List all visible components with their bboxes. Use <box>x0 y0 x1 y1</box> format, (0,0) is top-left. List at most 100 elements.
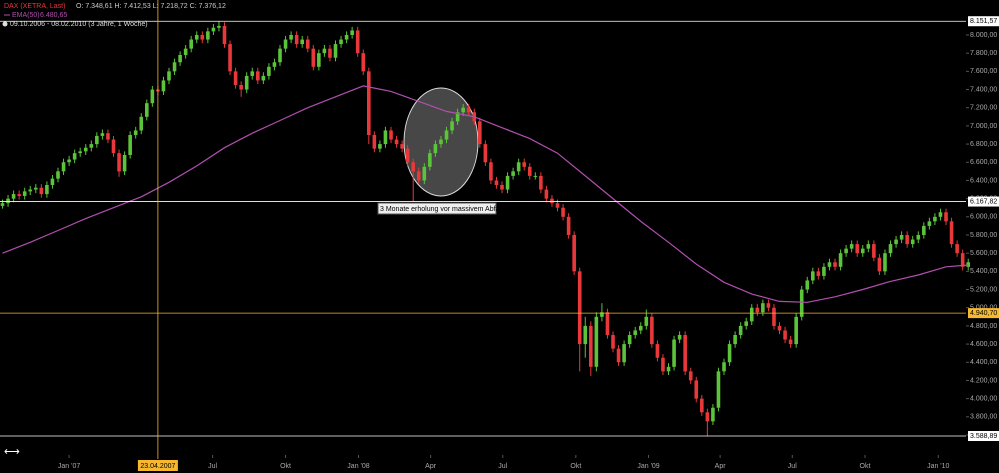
scroll-icon[interactable]: ⟷ <box>4 446 20 458</box>
candle-body <box>389 130 393 140</box>
candle-body <box>106 133 110 140</box>
date-range: 09.10.2006 - 08.02.2010 (3 Jahre, 1 Woch… <box>10 21 148 28</box>
candle-body <box>694 380 699 399</box>
range-icon <box>2 21 8 27</box>
y-tick-label: 8.000,00 <box>970 32 997 39</box>
candle-body <box>799 289 804 317</box>
candle-body <box>605 312 610 335</box>
candle-body <box>161 80 166 92</box>
y-tick-label: 6.800,00 <box>970 141 997 148</box>
candle-body <box>711 407 715 422</box>
candle-body <box>666 366 671 372</box>
candle-body <box>705 412 710 422</box>
candle-body <box>572 235 576 272</box>
candle-body <box>178 55 182 63</box>
candle-body <box>383 130 388 145</box>
candle-body <box>816 271 821 276</box>
candle-body <box>522 162 527 167</box>
candle-body <box>888 244 893 254</box>
x-tick-label: Jan '08 <box>347 463 369 470</box>
candle-body <box>577 271 582 345</box>
candle-body <box>372 135 377 149</box>
candle-body <box>527 166 532 176</box>
candle-body <box>256 71 260 81</box>
level-label: 6.167,82 <box>970 198 997 205</box>
candle-body <box>533 175 538 177</box>
candle-body <box>644 316 649 326</box>
level-label: 4.940,70 <box>970 310 997 317</box>
candle-body <box>111 139 116 154</box>
candle-body <box>899 235 904 240</box>
candle-body <box>516 162 521 172</box>
candle-body <box>761 303 765 313</box>
candle-body <box>622 344 626 363</box>
candle-body <box>860 248 865 254</box>
x-tick-label: Jan '09 <box>637 463 659 470</box>
candle-body <box>827 262 832 267</box>
candle-body <box>650 316 654 345</box>
candle-body <box>272 62 277 67</box>
candle-body <box>117 153 121 172</box>
y-tick-label: 5.800,00 <box>970 232 997 239</box>
candle-body <box>305 39 310 49</box>
candle-body <box>489 162 493 181</box>
candle-body <box>133 130 138 135</box>
candle-body <box>367 71 371 135</box>
x-tick-label: Apr <box>425 463 437 470</box>
candle-body <box>278 48 282 63</box>
candle-body <box>933 216 937 222</box>
y-tick-label: 5.600,00 <box>970 250 997 257</box>
candle-body <box>500 185 504 190</box>
candle-body <box>833 262 837 267</box>
candle-body <box>350 30 354 35</box>
candle-body <box>167 71 171 81</box>
candle-body <box>289 35 293 40</box>
candle-body <box>849 244 854 249</box>
candle-body <box>0 203 5 206</box>
candle-body <box>910 239 915 245</box>
x-tick-label: Jul <box>208 463 217 470</box>
y-tick-label: 4.000,00 <box>970 395 997 402</box>
candle-body <box>322 48 327 54</box>
x-tick-label: Jul <box>788 463 797 470</box>
candle-body <box>28 189 33 192</box>
level-label-box <box>968 431 999 442</box>
candle-body <box>194 35 199 40</box>
candle-body <box>128 135 132 155</box>
candle-body <box>72 153 77 160</box>
candle-body <box>95 135 99 145</box>
candle-body <box>466 107 471 113</box>
x-tick-label: Okt <box>280 463 291 470</box>
candle-body <box>966 262 971 267</box>
candle-body <box>394 139 399 145</box>
candle-body <box>616 348 621 363</box>
candle-body <box>655 344 660 358</box>
candle-body <box>400 144 404 149</box>
candle-body <box>544 189 549 199</box>
candle-body <box>744 321 749 326</box>
candle-body <box>783 330 787 340</box>
candle-body <box>539 175 543 190</box>
candle-body <box>805 280 810 290</box>
y-tick-label: 6.400,00 <box>970 177 997 184</box>
candle-body <box>916 235 921 240</box>
candle-body <box>716 371 721 408</box>
y-tick-label: 6.600,00 <box>970 159 997 166</box>
candle-body <box>211 27 216 32</box>
x-tick-label: Jan '07 <box>58 463 80 470</box>
candle-body <box>83 147 88 152</box>
candle-body <box>633 330 638 335</box>
level-label-box <box>968 16 999 27</box>
crosshair-label-box <box>137 460 178 471</box>
candle-body <box>461 107 465 113</box>
y-tick-label: 5.200,00 <box>970 286 997 293</box>
candle-body <box>727 344 732 363</box>
candle-body <box>550 198 554 204</box>
candle-body <box>661 357 665 372</box>
candle-body <box>611 335 615 349</box>
ohlc-values: O: 7.348,61 H: 7.412,53 L: 7.218,72 C: 7… <box>76 3 226 10</box>
x-tick-label: Apr <box>715 463 727 470</box>
candle-body <box>355 30 360 54</box>
candle-body <box>267 66 271 76</box>
